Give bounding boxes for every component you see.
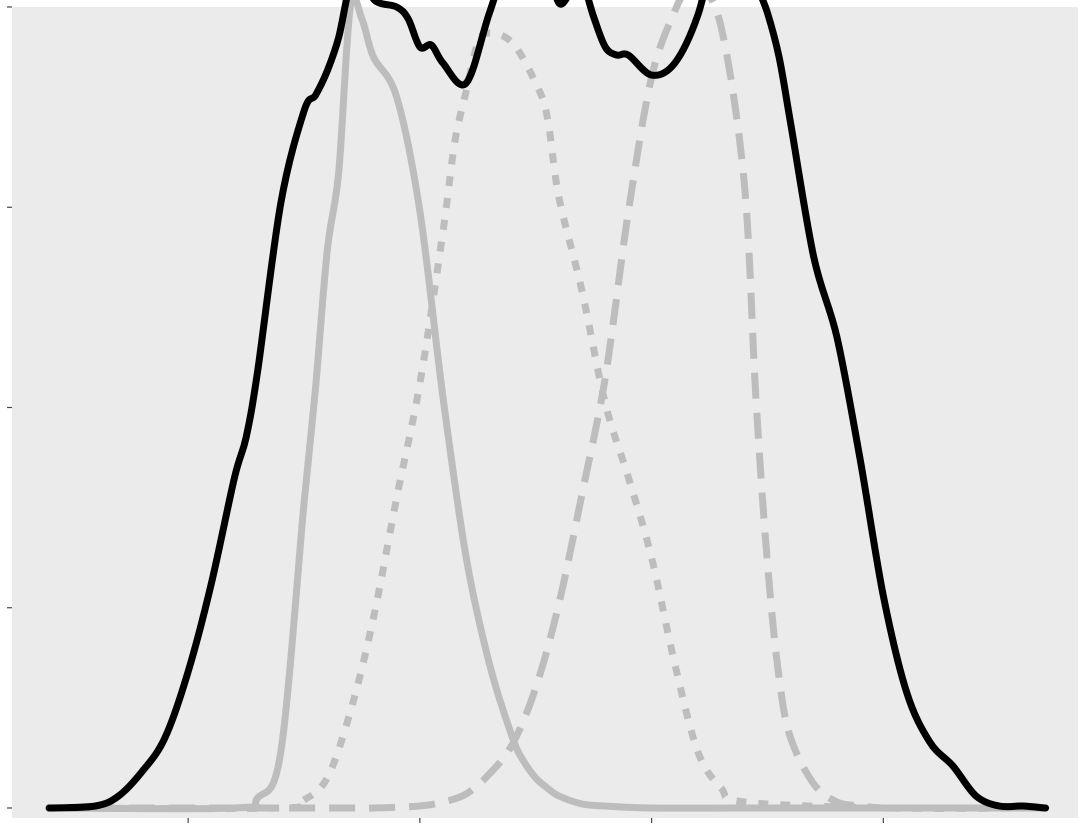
density-line-0-solid xyxy=(45,0,1050,812)
series-layer xyxy=(45,0,1050,813)
density-line-1-solid xyxy=(45,0,1050,813)
axis-ticks xyxy=(7,6,884,823)
plot-panel xyxy=(12,7,1078,818)
density-line-3-dashed xyxy=(49,0,1046,812)
